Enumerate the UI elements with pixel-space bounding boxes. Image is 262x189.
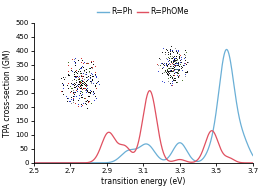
Legend: R=Ph, R=PhOMe: R=Ph, R=PhOMe	[94, 4, 192, 19]
X-axis label: transition energy (eV): transition energy (eV)	[101, 177, 185, 186]
Y-axis label: TPA cross-section (GM): TPA cross-section (GM)	[3, 49, 13, 137]
